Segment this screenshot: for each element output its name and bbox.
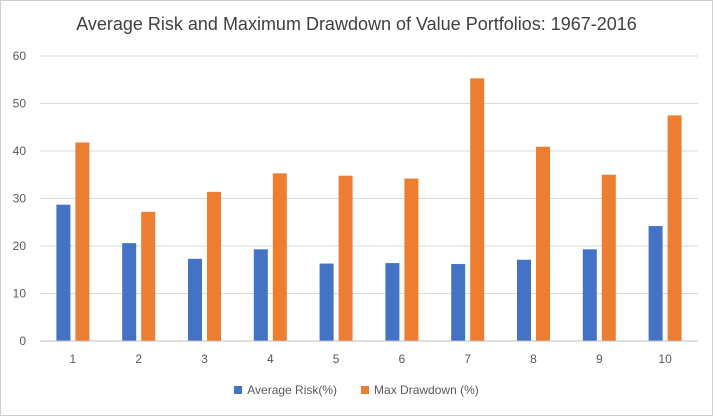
legend-item-average-risk: Average Risk(%) [234,383,337,397]
bar-average-risk [648,226,663,341]
axes: 0 10 20 30 40 50 60 1 2 3 4 5 6 7 8 9 10 [13,49,698,366]
x-tick-label: 4 [267,352,274,366]
bar-max-drawdown [404,178,419,341]
bar-average-risk [188,258,202,341]
x-tick-label: 5 [333,352,340,366]
legend: Average Risk(%) Max Drawdown (%) [0,383,713,397]
bar-max-drawdown [207,191,221,341]
legend-label-max-drawdown: Max Drawdown (%) [374,383,479,397]
bar-average-risk [56,204,71,341]
bar-max-drawdown [536,146,550,341]
y-tick-label: 10 [13,287,27,301]
bar-max-drawdown [667,115,682,341]
gridlines [40,55,698,294]
legend-swatch-average-risk [234,386,243,394]
bars [56,78,682,341]
bar-max-drawdown [272,173,287,341]
y-tick-label: 0 [19,334,26,348]
bar-max-drawdown [338,175,353,341]
bar-average-risk [319,263,334,341]
chart-title: Average Risk and Maximum Drawdown of Val… [76,14,637,34]
bar-max-drawdown [470,78,485,341]
x-tick-label: 3 [201,352,208,366]
bar-max-drawdown [75,142,90,341]
bar-average-risk [385,263,400,341]
y-tick-label: 50 [13,97,27,111]
bar-average-risk [451,264,466,341]
y-tick-label: 30 [13,192,27,206]
bar-average-risk [122,243,137,341]
y-tick-label: 60 [13,49,27,63]
x-tick-label: 1 [70,352,77,366]
bar-max-drawdown [141,211,156,341]
bar-max-drawdown [601,174,616,341]
bar-average-risk [582,249,597,341]
y-tick-label: 20 [13,239,27,253]
x-tick-label: 10 [658,352,672,366]
bar-average-risk [253,249,268,341]
y-tick-label: 40 [13,144,27,158]
x-tick-label: 9 [596,352,603,366]
bar-average-risk [517,259,531,341]
legend-swatch-max-drawdown [361,386,370,394]
x-tick-label: 7 [464,352,471,366]
legend-item-max-drawdown: Max Drawdown (%) [361,383,479,397]
x-tick-label: 6 [399,352,406,366]
x-tick-label: 2 [135,352,142,366]
x-tick-label: 8 [530,352,537,366]
legend-label-average-risk: Average Risk(%) [247,383,338,397]
